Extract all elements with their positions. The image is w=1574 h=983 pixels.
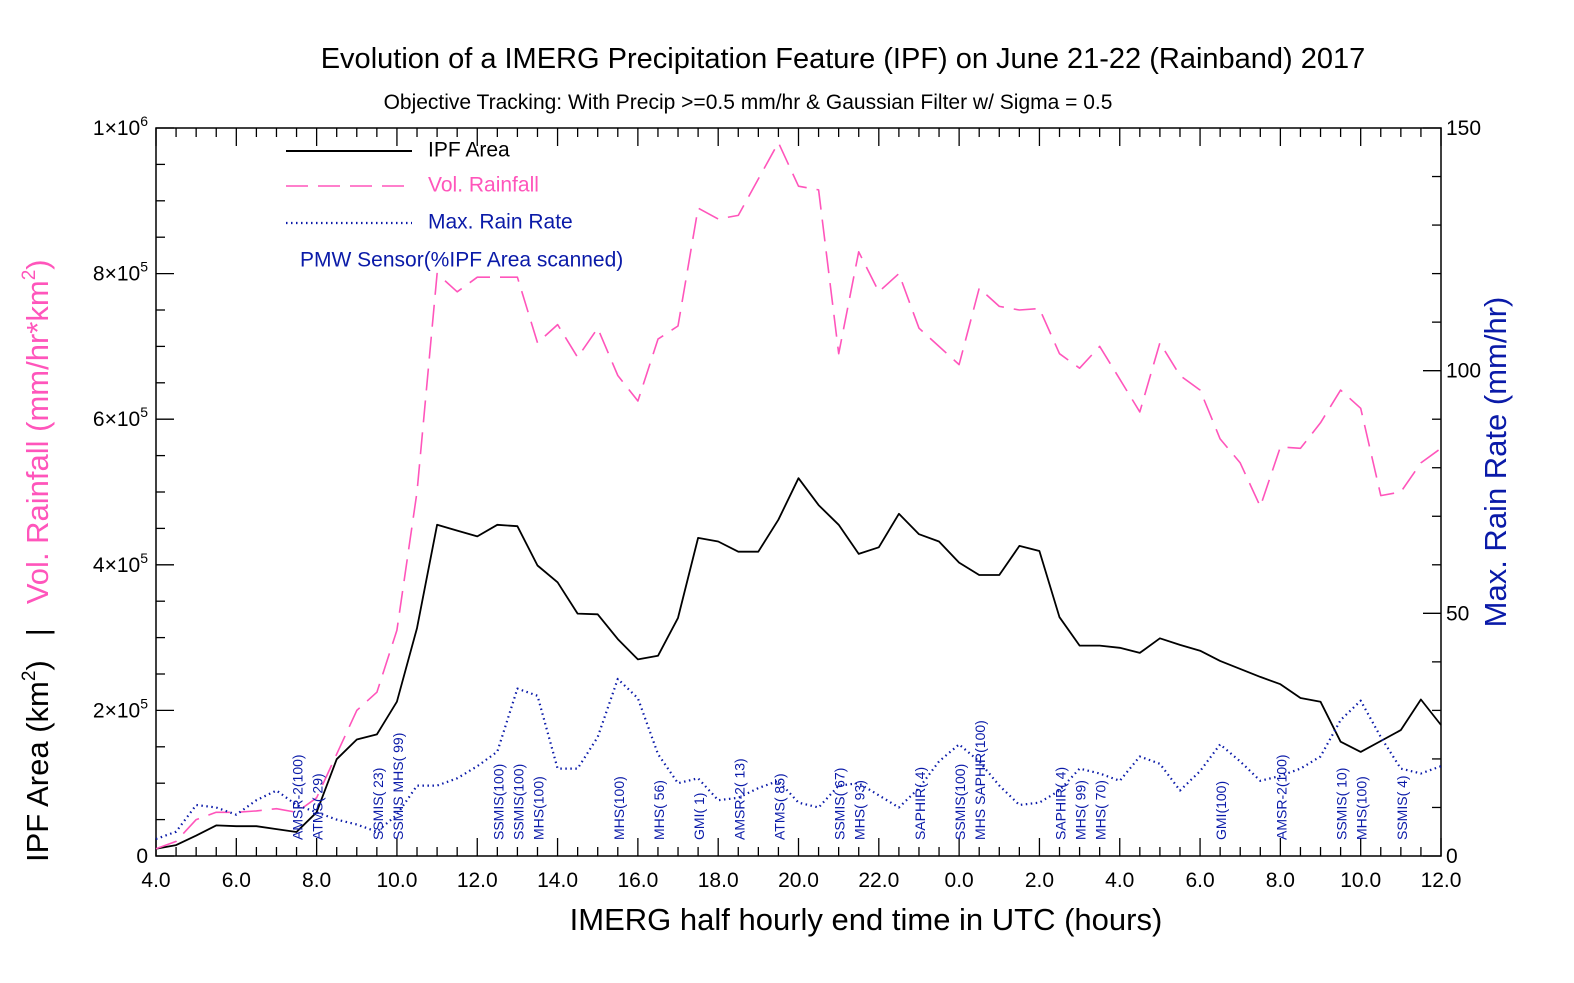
legend-label-rate: Max. Rain Rate [428, 211, 573, 234]
x-tick-label: 6.0 [222, 869, 251, 892]
y-left-tick-label: 0 [136, 845, 148, 868]
x-tick-label: 8.0 [302, 869, 331, 892]
y-left-tick-label: 2×105 [93, 695, 148, 722]
y-axis-label-area-exp: 2 [19, 671, 40, 682]
y-right-tick-label: 0 [1446, 845, 1458, 868]
y-right-tick-label: 100 [1446, 360, 1481, 383]
y-axis-label-rainfall-exp: 2 [19, 270, 40, 281]
y-left-tick-label: 4×105 [93, 550, 148, 577]
sensor-label: ATMS( 29) [310, 773, 326, 840]
x-tick-label: 14.0 [537, 869, 578, 892]
x-tick-label: 18.0 [698, 869, 739, 892]
sensor-label: AMSR-2(100) [290, 754, 306, 840]
sensor-label: SSMIS( 67) [832, 768, 848, 840]
series-layer [155, 141, 1442, 850]
sensor-label: AMSR-2( 13) [731, 758, 747, 840]
sensor-label: GMI(100) [1213, 781, 1229, 840]
sensor-label: SSMIS(100) [952, 764, 968, 840]
y-axis-label-rainfall: Vol. Rainfall (mm/hr*km [20, 280, 55, 604]
y-axis-label-right: Max. Rain Rate (mm/hr) [1478, 297, 1513, 628]
x-tick-label: 6.0 [1185, 869, 1214, 892]
sensor-label: MHS(100) [611, 776, 627, 840]
x-axis: 4.0 6.0 8.0 10.0 12.0 14.0 16.0 18.0 20.0 22.0 0.0… [141, 128, 1461, 892]
y-axis-label-area: IPF Area (km [20, 681, 55, 862]
y-left-tick-label: 1×106 [93, 113, 148, 140]
sensor-label: MHS( 93) [852, 780, 868, 840]
y-right-tick-label: 150 [1446, 117, 1481, 140]
y-right-tick-label: 50 [1446, 602, 1469, 625]
x-tick-label: 8.0 [1266, 869, 1295, 892]
sensor-label: ATMS( 85) [771, 773, 787, 840]
sensor-label: SSMIS( 10) [1334, 768, 1350, 840]
legend-label-rainfall: Vol. Rainfall [428, 174, 539, 197]
y-left-tick-label: 6×105 [93, 404, 148, 431]
sensor-label: SSMIS(100) [490, 764, 506, 840]
sensor-label: SAPHIR( 4) [912, 767, 928, 840]
x-tick-label: 22.0 [858, 869, 899, 892]
series-line-ipf-area [155, 477, 1442, 850]
y-axis-label-left: IPF Area (km2)|Vol. Rainfall (mm/hr*km2) [19, 259, 55, 862]
sensor-label: SSMIS(100) [510, 764, 526, 840]
x-tick-label: 4.0 [1105, 869, 1134, 892]
x-tick-label: 16.0 [617, 869, 658, 892]
series-line-vol-rainfall [155, 141, 1442, 850]
sensor-label: MHS( 70) [1093, 780, 1109, 840]
sensor-label: SSMIS MHS( 99) [390, 733, 406, 840]
y-axis-label-separator: | [20, 628, 55, 636]
x-axis-label: IMERG half hourly end time in UTC (hours… [570, 902, 1163, 937]
sensor-labels: AMSR-2(100) ATMS( 29) SSMIS( 23) SSMIS MHS(… [290, 720, 1410, 840]
x-tick-label: 0.0 [945, 869, 974, 892]
sensor-label: MHS SAPHIR(100) [972, 720, 988, 840]
x-tick-label: 10.0 [377, 869, 418, 892]
y-axis-label-area-close: ) [20, 660, 55, 670]
legend-label-area: IPF Area [428, 139, 510, 162]
series-line-max-rain-rate [155, 677, 1442, 841]
sensor-label: MHS(100) [531, 776, 547, 840]
x-tick-label: 20.0 [778, 869, 819, 892]
chart-subtitle: Objective Tracking: With Precip >=0.5 mm… [384, 91, 1113, 114]
sensor-label: MHS( 99) [1073, 780, 1089, 840]
legend: IPF Area Vol. Rainfall Max. Rain Rate PM… [286, 139, 623, 272]
sensor-label: SAPHIR( 4) [1053, 767, 1069, 840]
y-left-tick-label: 8×105 [93, 259, 148, 286]
x-tick-label: 4.0 [141, 869, 170, 892]
sensor-label: SSMIS( 4) [1394, 775, 1410, 840]
sensor-label: AMSR-2(100) [1273, 754, 1289, 840]
x-tick-label: 10.0 [1340, 869, 1381, 892]
sensor-label: GMI( 1) [691, 793, 707, 840]
sensor-label: MHS(100) [1354, 776, 1370, 840]
x-tick-label: 2.0 [1025, 869, 1054, 892]
legend-sensor-note: PMW Sensor(%IPF Area scanned) [300, 249, 623, 272]
x-tick-label: 12.0 [1421, 869, 1462, 892]
chart-title: Evolution of a IMERG Precipitation Featu… [321, 43, 1366, 75]
sensor-label: SSMIS( 23) [370, 768, 386, 840]
y-axis-label-rainfall-close: ) [20, 259, 55, 269]
sensor-label: MHS( 56) [651, 780, 667, 840]
x-tick-label: 12.0 [457, 869, 498, 892]
y-axis-left: 0 2×105 4×105 6×105 8×105 1×106 [93, 113, 174, 868]
y-axis-right: 0 50 100 150 [1423, 117, 1481, 868]
